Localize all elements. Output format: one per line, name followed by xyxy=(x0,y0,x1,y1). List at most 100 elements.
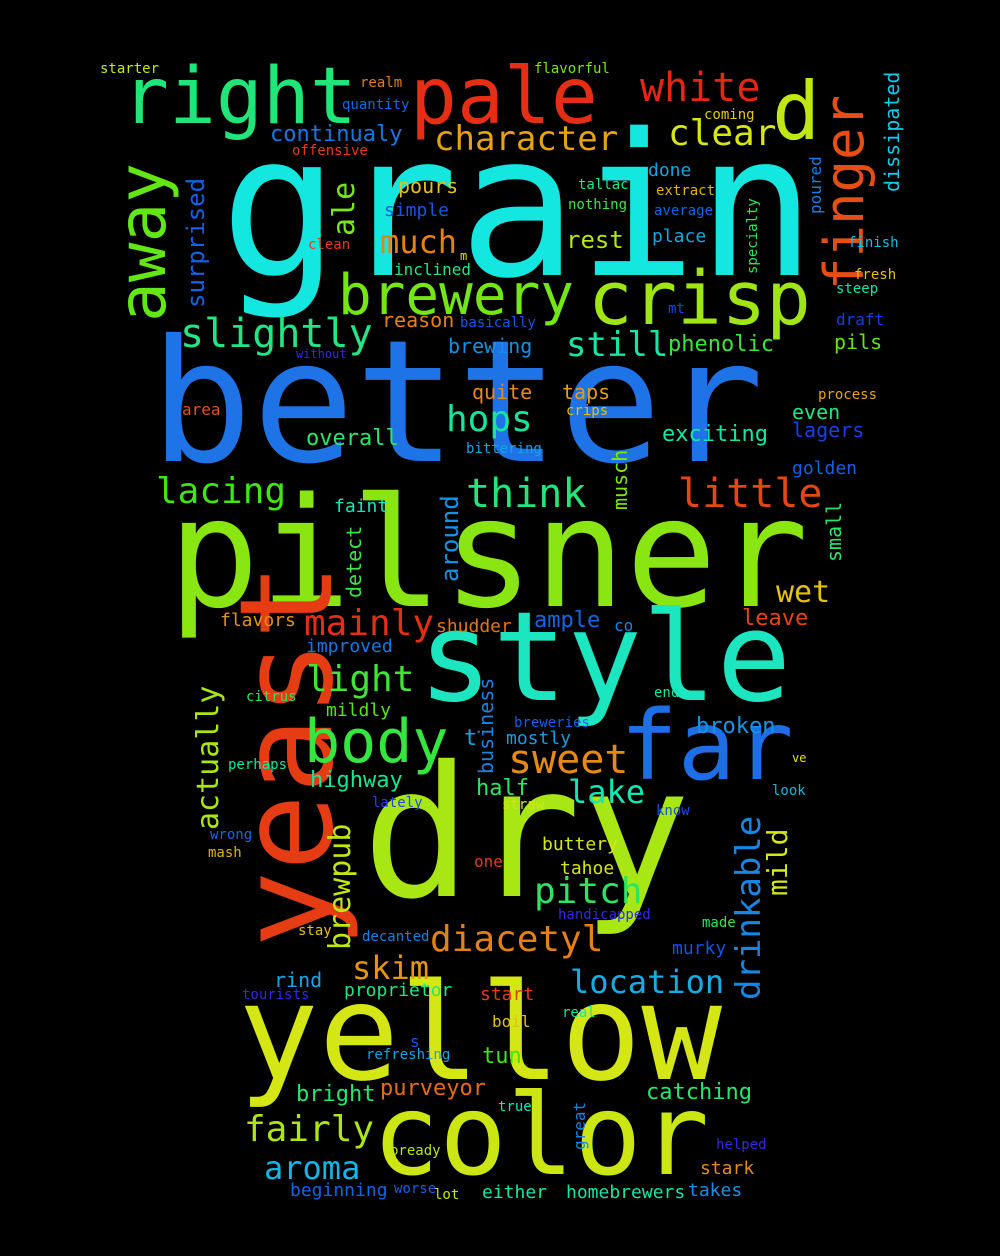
cloud-word-proprietor: proprietor xyxy=(344,980,453,1001)
cloud-word-lately: lately xyxy=(372,795,423,811)
cloud-word-yellow: yellow xyxy=(238,955,723,1111)
cloud-word-purveyor: purveyor xyxy=(380,1076,486,1101)
cloud-word-diacetyl: diacetyl xyxy=(430,919,604,960)
cloud-word-broken: broken xyxy=(696,714,776,739)
cloud-word-fresh: fresh xyxy=(854,267,897,283)
cloud-word-mash: mash xyxy=(208,845,242,861)
cloud-word-wrong: wrong xyxy=(210,827,253,843)
cloud-word-far: far xyxy=(620,690,794,802)
cloud-word-real: real xyxy=(562,1005,596,1021)
cloud-word-done: done xyxy=(648,160,692,181)
cloud-word-takes: takes xyxy=(688,1180,743,1201)
cloud-word-offensive: offensive xyxy=(292,143,368,159)
cloud-word-dry: dry xyxy=(362,727,691,939)
cloud-word-rest: rest xyxy=(566,226,624,254)
cloud-word-homebrewers: homebrewers xyxy=(566,1182,686,1203)
cloud-word-great: great xyxy=(570,1101,589,1150)
cloud-word-grain: grain xyxy=(220,91,817,322)
cloud-word-sweet: sweet xyxy=(508,737,629,783)
cloud-word-leave: leave xyxy=(742,606,809,631)
cloud-word-inclined: inclined xyxy=(394,260,472,279)
cloud-word-nothing: nothing xyxy=(568,197,628,213)
cloud-word-style: style xyxy=(418,586,792,730)
cloud-word-reason: reason xyxy=(382,308,455,332)
cloud-word-small: small xyxy=(822,501,846,562)
cloud-word-s: s xyxy=(410,1032,420,1051)
cloud-word-lot: lot xyxy=(434,1187,460,1203)
cloud-word-away: away xyxy=(104,163,181,322)
cloud-word-tallac: tallac xyxy=(578,177,629,193)
cloud-word-ve: ve xyxy=(792,751,807,765)
cloud-word-highway: highway xyxy=(310,768,403,793)
cloud-word-t: t xyxy=(464,726,478,751)
cloud-word-dissipated: dissipated xyxy=(880,71,904,192)
cloud-word-helped: helped xyxy=(716,1137,767,1153)
cloud-word-mt: mt xyxy=(668,301,685,317)
cloud-word-pours: pours xyxy=(398,174,459,198)
cloud-word-citrus: citrus xyxy=(246,689,297,705)
cloud-word-coming: coming xyxy=(704,107,755,123)
cloud-word-much: much xyxy=(380,223,458,261)
cloud-word-lacing: lacing xyxy=(156,471,287,512)
cloud-word-beginning: beginning xyxy=(290,1180,388,1201)
cloud-word-breweries: breweries xyxy=(514,715,590,731)
cloud-word-golden: golden xyxy=(792,458,858,479)
cloud-word-brewing: brewing xyxy=(448,334,533,358)
cloud-word-light: light xyxy=(306,659,415,700)
cloud-word-finger: finger xyxy=(813,94,876,290)
cloud-word-d: d xyxy=(772,65,821,158)
cloud-word-ample: ample xyxy=(534,608,601,633)
cloud-word-continualy: continualy xyxy=(270,122,403,147)
cloud-word-without: without xyxy=(296,347,347,361)
cloud-word-think: think xyxy=(466,471,587,517)
cloud-word-made: made xyxy=(702,915,736,931)
cloud-word-phenolic: phenolic xyxy=(668,332,774,357)
cloud-word-handicapped: handicapped xyxy=(558,907,651,923)
cloud-word-catching: catching xyxy=(646,1080,752,1105)
cloud-word-place: place xyxy=(652,226,707,247)
cloud-word-specialty: specialty xyxy=(745,198,761,274)
cloud-word-flavors: flavors xyxy=(220,610,296,631)
cloud-word-rind: rind xyxy=(274,968,323,992)
cloud-word-still: still xyxy=(566,325,669,365)
cloud-word-pitch: pitch xyxy=(534,871,643,912)
cloud-word-stay: stay xyxy=(298,923,332,939)
cloud-word-one: one xyxy=(474,852,503,871)
cloud-word-better: better xyxy=(150,304,765,502)
cloud-word-true: true xyxy=(498,1099,532,1115)
cloud-word-right: right xyxy=(122,52,357,142)
cloud-word-worse: worse xyxy=(394,1181,437,1197)
cloud-word-skim: skim xyxy=(352,949,430,987)
cloud-word-shudder: shudder xyxy=(436,616,512,637)
cloud-word-pils: pils xyxy=(834,330,883,354)
cloud-word-surprised: surprised xyxy=(182,177,210,308)
cloud-word-tahoe: tahoe xyxy=(560,858,615,879)
cloud-word-exciting: exciting xyxy=(662,422,768,447)
cloud-word-bittering: bittering xyxy=(466,441,542,457)
cloud-word-character: character xyxy=(434,119,619,159)
cloud-word-perhaps: perhaps xyxy=(228,757,288,773)
cloud-word-color: color xyxy=(372,1071,710,1201)
cloud-word-improved: improved xyxy=(306,636,393,657)
cloud-word-brewery: brewery xyxy=(338,263,575,328)
cloud-word-stark: stark xyxy=(700,1158,755,1179)
cloud-word-wet: wet xyxy=(776,575,831,610)
cloud-word-faint: faint xyxy=(334,496,389,517)
cloud-word-look: look xyxy=(772,783,806,799)
cloud-word-actually: actually xyxy=(191,685,226,831)
cloud-word-end: end xyxy=(654,685,680,701)
cloud-word-murky: murky xyxy=(672,938,727,959)
cloud-word-average: average xyxy=(654,203,714,219)
cloud-word-draft: draft xyxy=(836,310,885,329)
cloud-word-know: know xyxy=(656,803,690,819)
cloud-word-quite: quite xyxy=(472,380,533,404)
cloud-word-aroma: aroma xyxy=(264,1149,361,1187)
cloud-word-straw: straw xyxy=(502,797,545,813)
cloud-word-co: co xyxy=(614,616,634,635)
cloud-word-starter: starter xyxy=(100,61,160,77)
cloud-word-crisp: crisp xyxy=(588,256,811,342)
cloud-word-body: body xyxy=(304,707,449,777)
cloud-word-ale: ale xyxy=(327,181,362,236)
cloud-word-fairly: fairly xyxy=(244,1109,375,1150)
